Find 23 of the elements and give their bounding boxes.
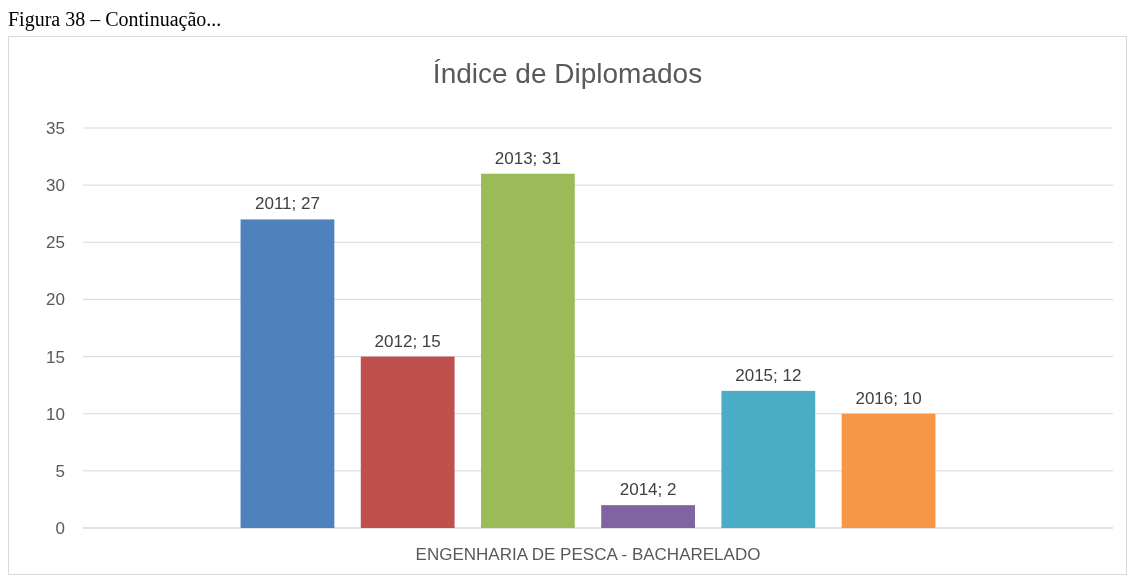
y-tick-label: 0: [55, 518, 65, 538]
data-label: 2015; 12: [735, 365, 802, 385]
y-tick-label: 15: [46, 347, 65, 367]
bar: [841, 413, 936, 528]
data-label: 2013; 31: [494, 148, 561, 168]
data-label: 2016; 10: [855, 388, 922, 408]
bar: [240, 219, 335, 528]
data-label: 2012; 15: [374, 331, 441, 351]
text: Figura 38 – Continuação...: [8, 8, 222, 31]
data-label: 2011; 27: [254, 194, 320, 214]
y-tick-label: 30: [46, 176, 65, 196]
y-tick-label: 20: [46, 290, 65, 310]
bar: [360, 356, 455, 528]
chart-title: Índice de Diplomados: [432, 58, 703, 89]
y-tick-label: 25: [46, 233, 65, 253]
y-tick-label: 10: [46, 404, 65, 424]
y-tick-label: 35: [46, 118, 65, 138]
data-label: 2014; 2: [619, 480, 677, 500]
bar: [721, 390, 816, 528]
bar: [601, 505, 695, 528]
x-tick-label: ENGENHARIA DE PESCA - BACHARELADO: [415, 545, 761, 564]
y-tick-label: 5: [55, 461, 65, 481]
bar: [481, 173, 575, 528]
